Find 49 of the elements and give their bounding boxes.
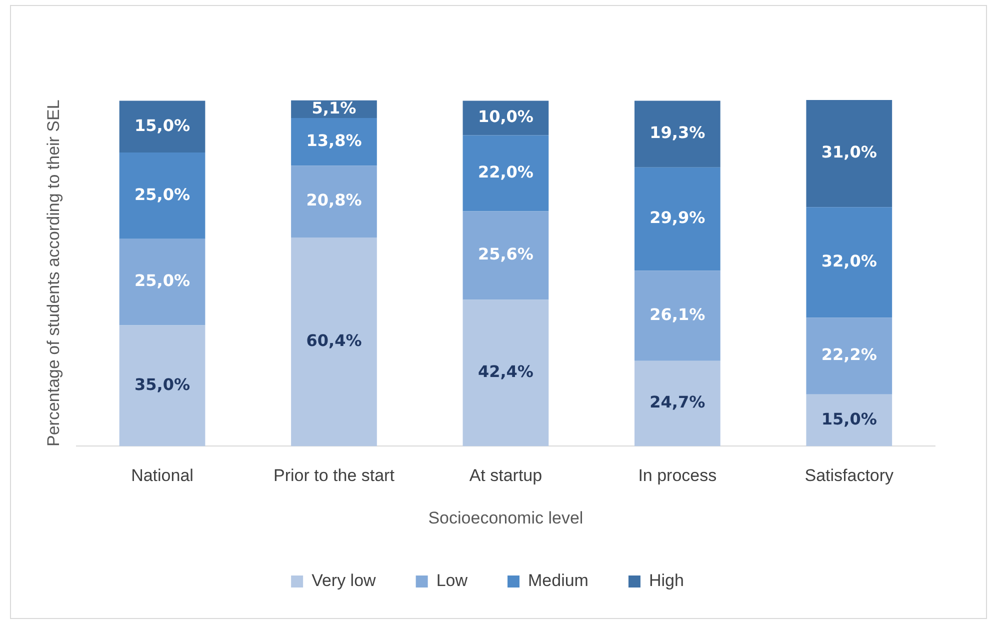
data-label: 25,0%	[134, 271, 190, 290]
legend-label: Very low	[312, 571, 377, 590]
bar	[119, 152, 206, 239]
x-tick-label: Satisfactory	[804, 466, 894, 486]
data-label: 29,9%	[650, 208, 706, 228]
legend-label: High	[648, 571, 684, 590]
data-label: 60,4%	[306, 331, 362, 350]
legend-label: Medium	[528, 571, 588, 590]
data-label: 10,0%	[478, 107, 534, 126]
bar	[119, 238, 206, 326]
bar	[462, 300, 549, 446]
bar	[291, 118, 377, 166]
data-label: 15,0%	[134, 116, 190, 135]
x-tick-label: National	[131, 466, 194, 486]
y-axis-title: Percentage of students according to their SEL	[44, 100, 63, 447]
data-label: 26,1%	[650, 304, 706, 324]
data-label: 13,8%	[306, 130, 362, 150]
bar	[291, 166, 377, 238]
data-label: 31,0%	[821, 142, 877, 162]
data-label: 35,0%	[134, 374, 190, 394]
bar	[806, 318, 892, 394]
x-tick-label: At startup	[469, 466, 542, 486]
bar	[462, 135, 549, 212]
data-label: 22,0%	[478, 162, 534, 182]
data-label: 20,8%	[306, 190, 362, 210]
bar	[462, 211, 549, 300]
legend-label: Low	[436, 571, 468, 590]
data-label: 22,2%	[821, 345, 877, 364]
bar	[634, 270, 720, 361]
bar	[119, 325, 206, 446]
data-label: 25,0%	[134, 184, 190, 204]
x-axis-title: Socioeconomic level	[428, 508, 584, 528]
bar	[806, 207, 892, 318]
data-label: 24,7%	[650, 392, 706, 412]
bar	[291, 238, 377, 446]
data-label: 19,3%	[650, 123, 706, 142]
bar	[634, 167, 720, 271]
bar	[119, 100, 206, 153]
bar	[806, 394, 892, 446]
data-label: 42,4%	[478, 362, 534, 382]
data-label: 5,1%	[312, 98, 356, 118]
data-label: 15,0%	[821, 409, 877, 428]
bar	[634, 360, 720, 446]
bar	[634, 100, 720, 168]
x-tick-label: Prior to the start	[274, 466, 395, 486]
x-tick-label: In process	[638, 466, 717, 486]
data-label: 32,0%	[821, 252, 877, 271]
data-label: 25,6%	[478, 244, 534, 264]
bar	[806, 100, 892, 208]
